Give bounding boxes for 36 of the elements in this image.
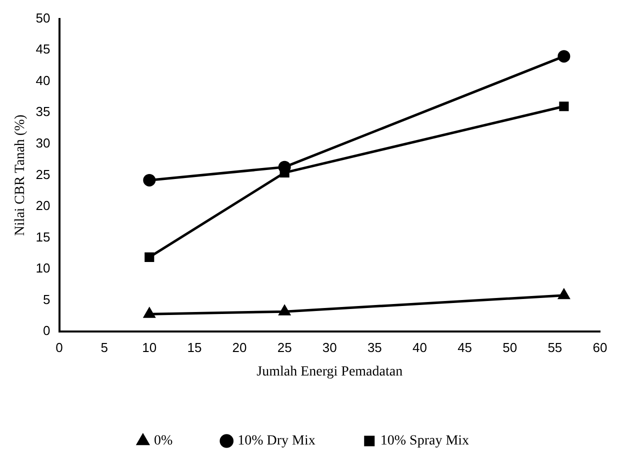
point <box>558 50 570 63</box>
point <box>143 174 156 186</box>
y-tick-label: 40 <box>36 72 50 88</box>
x-tick-label: 5 <box>100 340 108 355</box>
y-tick-label: 20 <box>36 198 50 214</box>
x-tick-label: 40 <box>412 340 427 355</box>
x-tick-label: 60 <box>592 340 608 355</box>
y-tick-label: 10 <box>36 260 50 276</box>
legend-label: 10% Spray Mix <box>380 434 470 449</box>
x-tick-label: 0 <box>56 340 63 355</box>
x-tick-label: 55 <box>548 340 562 355</box>
point <box>558 289 570 300</box>
x-axis-title: Jumlah Energi Pemadatan <box>256 364 403 380</box>
y-tick-label: 15 <box>36 229 50 244</box>
x-tick-label: 25 <box>277 340 292 355</box>
x-tick-label: 20 <box>232 340 247 355</box>
point <box>278 305 290 316</box>
legend-label: 10% Dry Mix <box>238 434 316 449</box>
x-tick-label: 50 <box>502 340 518 355</box>
legend-label: 0% <box>154 434 173 449</box>
y-tick-label: 25 <box>36 166 50 182</box>
y-tick-label: 35 <box>36 104 50 120</box>
y-axis-title: Nilai CBR Tanah (%) <box>13 114 28 236</box>
x-tick-label: 10 <box>142 340 157 355</box>
x-tick-label: 45 <box>458 340 472 355</box>
point <box>559 102 569 112</box>
y-tick-label: 30 <box>36 136 50 150</box>
point <box>144 252 154 262</box>
x-tick-label: 35 <box>367 340 382 355</box>
y-tick-label: 5 <box>43 292 50 307</box>
point <box>144 308 155 318</box>
x-tick-label: 30 <box>322 340 337 355</box>
y-tick-label: 45 <box>36 42 50 57</box>
x-tick-label: 15 <box>187 340 202 355</box>
y-tick-label: 0 <box>43 323 50 338</box>
y-tick-label: 50 <box>36 10 50 26</box>
